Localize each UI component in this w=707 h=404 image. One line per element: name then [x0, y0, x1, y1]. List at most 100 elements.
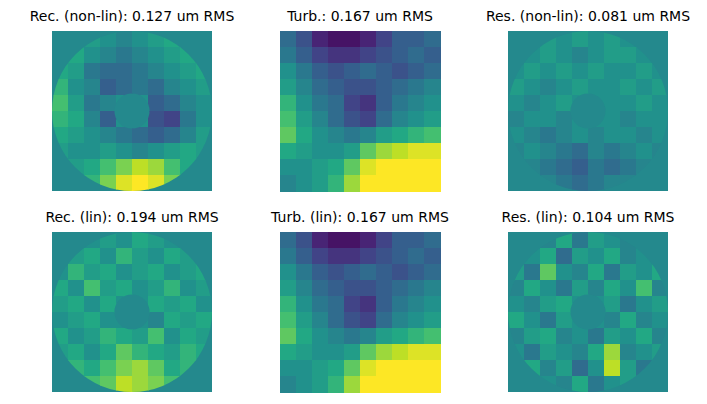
cell [652, 296, 669, 313]
cell [376, 63, 393, 80]
image-background [52, 31, 212, 191]
cell [524, 248, 541, 265]
cell [280, 159, 297, 176]
cell [116, 143, 133, 160]
cell [84, 312, 101, 329]
cell [392, 63, 409, 80]
cell [164, 280, 181, 297]
cell [540, 248, 557, 265]
cell [296, 31, 313, 48]
cell [148, 159, 165, 176]
cell [652, 143, 669, 160]
cell [344, 111, 361, 128]
cell [376, 280, 393, 297]
cell [148, 111, 165, 128]
cell [588, 264, 605, 281]
cell [636, 111, 653, 128]
cell [68, 63, 85, 80]
cell [376, 264, 393, 281]
cell [68, 159, 85, 176]
cell [540, 95, 557, 112]
cell [424, 232, 441, 249]
cell [164, 264, 181, 281]
cell [280, 248, 297, 265]
cell [100, 47, 117, 64]
cell [164, 312, 181, 329]
cell [524, 143, 541, 160]
cell [116, 175, 133, 192]
cell [132, 296, 149, 313]
cell [312, 127, 329, 144]
cell [148, 344, 165, 361]
cell [312, 111, 329, 128]
cell [280, 47, 297, 64]
cell [408, 127, 425, 144]
cell [556, 143, 573, 160]
cell [196, 312, 213, 329]
cell [376, 127, 393, 144]
cell [312, 175, 329, 192]
cell [164, 111, 181, 128]
cell [572, 376, 589, 393]
cell [424, 280, 441, 297]
cell [52, 344, 69, 361]
image-background [508, 31, 668, 191]
cell [164, 232, 181, 249]
cell [164, 175, 181, 192]
cell [344, 159, 361, 176]
cell [116, 264, 133, 281]
panel-title: Rec. (lin): 0.194 um RMS [45, 209, 218, 225]
cell [636, 296, 653, 313]
cell [164, 63, 181, 80]
cell [148, 264, 165, 281]
cell [296, 328, 313, 345]
cell [280, 296, 297, 313]
cell [84, 159, 101, 176]
cell [344, 143, 361, 160]
cell [392, 280, 409, 297]
cell [540, 127, 557, 144]
cell [280, 232, 297, 249]
cell [148, 79, 165, 96]
cell [100, 175, 117, 192]
cell [100, 312, 117, 329]
cell [376, 111, 393, 128]
cell [540, 280, 557, 297]
cell [424, 47, 441, 64]
cell [164, 248, 181, 265]
cell [424, 344, 441, 361]
cell [360, 95, 377, 112]
cell [620, 143, 637, 160]
cell [588, 63, 605, 80]
cell [620, 360, 637, 377]
cell [556, 296, 573, 313]
panel-title: Rec. (non-lin): 0.127 um RMS [30, 8, 235, 24]
cell [588, 143, 605, 160]
cell [132, 376, 149, 393]
cell [100, 328, 117, 345]
cell [604, 296, 621, 313]
cell [100, 95, 117, 112]
cell [132, 63, 149, 80]
cell [524, 360, 541, 377]
cell [360, 232, 377, 249]
cell [508, 280, 525, 297]
cell [588, 360, 605, 377]
cell [392, 328, 409, 345]
cell [572, 232, 589, 249]
cell [540, 264, 557, 281]
cell [572, 248, 589, 265]
cell [652, 328, 669, 345]
cell [180, 248, 197, 265]
cell [196, 111, 213, 128]
cell [604, 232, 621, 249]
cell [376, 79, 393, 96]
cell [196, 280, 213, 297]
cell [116, 159, 133, 176]
cell [376, 328, 393, 345]
cell [360, 344, 377, 361]
cell [424, 95, 441, 112]
cell [132, 312, 149, 329]
cell [376, 296, 393, 313]
cell [180, 159, 197, 176]
